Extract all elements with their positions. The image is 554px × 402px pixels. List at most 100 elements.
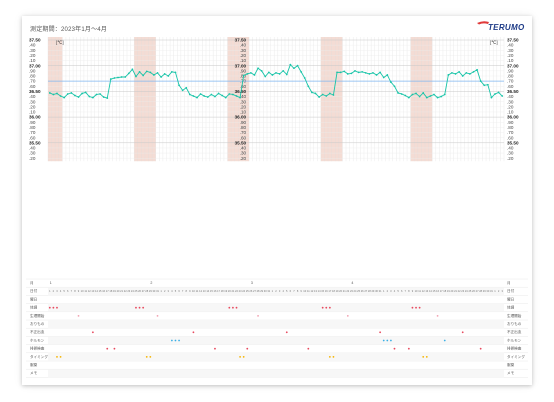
day-number: 16 <box>325 289 328 293</box>
day-number: 18 <box>221 289 224 293</box>
day-number: 24 <box>354 289 357 293</box>
y-tick-label: .40 <box>240 146 247 151</box>
day-number: 2 <box>387 289 389 293</box>
row-label-right: 生理開始 <box>507 313 522 318</box>
row-marker <box>232 306 234 309</box>
row-marker <box>235 306 238 309</box>
temperature-point <box>296 64 299 67</box>
day-number: 1 <box>383 289 385 293</box>
temperature-point <box>224 96 227 99</box>
y-tick-label: .90 <box>507 68 514 73</box>
day-number: 6 <box>401 289 403 293</box>
day-number: 3 <box>279 289 281 293</box>
y-tick-label: .20 <box>507 104 514 109</box>
day-number: 9 <box>412 289 414 293</box>
temperature-point <box>77 96 80 98</box>
row-marker <box>461 331 464 334</box>
logo-mark-icon <box>477 21 489 25</box>
temperature-point <box>70 92 73 94</box>
temperature-point <box>221 94 224 97</box>
row-marker <box>145 356 148 358</box>
y-tick-label: .60 <box>29 84 36 89</box>
temperature-point <box>361 70 364 73</box>
row-marker <box>443 339 446 342</box>
row-marker <box>135 306 137 309</box>
row-marker <box>346 315 349 317</box>
day-number: 21 <box>343 289 346 293</box>
temperature-point <box>321 93 324 96</box>
row-marker <box>56 306 58 309</box>
temperature-point <box>88 95 91 98</box>
temperature-point <box>156 71 159 74</box>
temperature-point <box>350 72 353 75</box>
y-tick-label: .60 <box>29 135 36 140</box>
temperature-point <box>113 77 116 79</box>
day-number: 27 <box>476 289 479 293</box>
day-number: 12 <box>310 289 313 293</box>
day-number: 29 <box>371 289 374 293</box>
temperature-point <box>443 93 446 96</box>
day-number: 1 <box>160 289 162 293</box>
temperature-point <box>174 71 177 74</box>
y-tick-label: 36.00 <box>235 115 247 120</box>
day-number: 5 <box>63 289 65 293</box>
row-marker <box>328 306 331 309</box>
day-number: 30 <box>152 289 155 293</box>
day-number: 25 <box>357 289 360 293</box>
y-tick-label: .20 <box>240 53 247 58</box>
temperature-point <box>415 92 417 95</box>
day-number: 31 <box>267 289 270 293</box>
temperature-point <box>386 74 389 76</box>
temperature-point <box>501 95 504 97</box>
y-tick-label: 36.50 <box>29 89 41 94</box>
temperature-point <box>275 71 277 74</box>
day-number: 25 <box>246 289 249 293</box>
temperature-point <box>257 67 259 70</box>
day-number: 17 <box>328 289 331 293</box>
day-number: 4 <box>60 289 62 293</box>
row-marker <box>170 339 173 342</box>
temperature-point <box>311 91 313 94</box>
temperature-point <box>149 71 152 74</box>
day-number: 26 <box>249 289 252 293</box>
row-label-right: 日付 <box>507 288 515 293</box>
day-number: 5 <box>286 289 288 293</box>
row-marker <box>307 347 310 350</box>
temperature-point <box>124 76 127 78</box>
row-label-left: 不正出血 <box>30 329 45 334</box>
temperature-point <box>59 95 62 97</box>
row-marker <box>407 347 410 350</box>
row-label-right: 服薬 <box>507 362 515 367</box>
y-tick-label: .40 <box>29 146 36 151</box>
temperature-point <box>102 96 105 98</box>
y-tick-label: .20 <box>29 156 36 161</box>
y-tick-label: .20 <box>240 104 247 109</box>
day-number: 20 <box>339 289 342 293</box>
y-tick-label: .20 <box>507 156 514 161</box>
day-number: 10 <box>192 289 195 293</box>
y-tick-label: .40 <box>507 146 514 151</box>
row-marker <box>321 306 324 309</box>
day-number: 23 <box>461 289 464 293</box>
temperature-point <box>346 73 349 75</box>
temperature-point <box>429 95 432 97</box>
y-tick-label: 36.50 <box>507 89 519 94</box>
row-marker <box>325 306 328 309</box>
day-number: 7 <box>405 289 407 293</box>
day-number: 16 <box>214 289 217 293</box>
row-marker <box>328 356 331 358</box>
day-number: 9 <box>300 289 302 293</box>
row-label-left: 排卵検査 <box>30 346 45 351</box>
row-band <box>48 352 504 361</box>
y-tick-label: .30 <box>29 99 36 104</box>
y-tick-label: 35.50 <box>507 140 519 145</box>
temperature-point <box>354 69 356 72</box>
row-label-left: メモ <box>30 371 38 375</box>
row-label-left: タイミング <box>30 354 48 359</box>
temperature-point <box>271 74 274 76</box>
day-number: 6 <box>290 289 292 293</box>
y-tick-label: 37.50 <box>235 38 247 43</box>
temperature-point <box>289 63 292 66</box>
temperature-point <box>99 93 101 95</box>
y-tick-label: .60 <box>507 135 514 140</box>
